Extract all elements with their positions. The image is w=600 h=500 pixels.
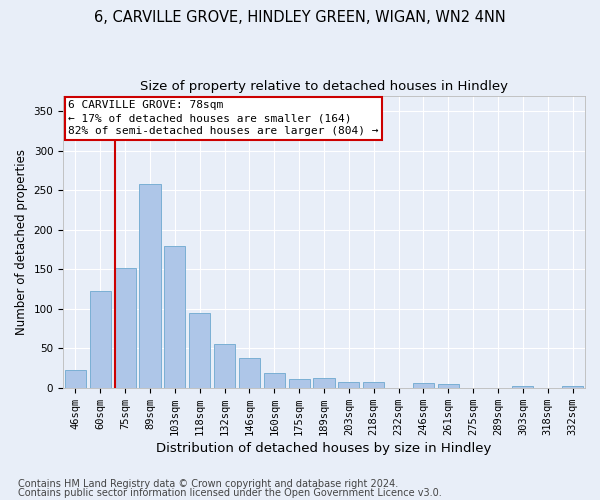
Bar (512, 386, 533, 388)
Bar (313, 378, 335, 388)
Bar (338, 382, 359, 388)
Title: Size of property relative to detached houses in Hindley: Size of property relative to detached ho… (140, 80, 508, 93)
Bar (115, 268, 136, 388)
Bar (438, 384, 459, 388)
Bar (264, 373, 285, 388)
Text: Contains HM Land Registry data © Crown copyright and database right 2024.: Contains HM Land Registry data © Crown c… (18, 479, 398, 489)
Bar (239, 358, 260, 388)
Bar (90, 292, 111, 388)
Bar (363, 382, 384, 388)
X-axis label: Distribution of detached houses by size in Hindley: Distribution of detached houses by size … (157, 442, 492, 455)
Bar (289, 379, 310, 388)
Bar (139, 184, 161, 388)
Bar (164, 246, 185, 388)
Text: 6 CARVILLE GROVE: 78sqm
← 17% of detached houses are smaller (164)
82% of semi-d: 6 CARVILLE GROVE: 78sqm ← 17% of detache… (68, 100, 379, 136)
Text: Contains public sector information licensed under the Open Government Licence v3: Contains public sector information licen… (18, 488, 442, 498)
Bar (562, 386, 583, 388)
Bar (189, 313, 210, 388)
Bar (413, 383, 434, 388)
Y-axis label: Number of detached properties: Number of detached properties (15, 148, 28, 334)
Bar (214, 344, 235, 388)
Bar (65, 370, 86, 388)
Text: 6, CARVILLE GROVE, HINDLEY GREEN, WIGAN, WN2 4NN: 6, CARVILLE GROVE, HINDLEY GREEN, WIGAN,… (94, 10, 506, 25)
